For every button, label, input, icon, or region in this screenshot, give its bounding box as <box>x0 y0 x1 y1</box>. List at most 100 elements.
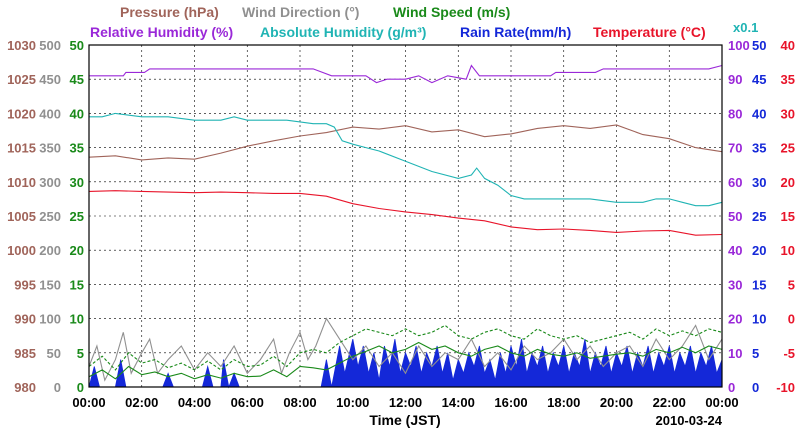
tick-wind-direction: 50 <box>47 346 61 361</box>
chart-date: 2010-03-24 <box>656 413 723 428</box>
legend-pressure: Pressure (hPa) <box>120 4 219 20</box>
tick-rain-rate: 45 <box>752 72 766 87</box>
tick-humidity: 40 <box>728 243 742 258</box>
tick-rain-rate: 40 <box>752 106 766 121</box>
tick-temperature: 20 <box>781 175 795 190</box>
tick-wind-direction: 450 <box>39 72 61 87</box>
legend-rain-rate: Rain Rate(mm/h) <box>460 24 571 40</box>
series-wind-speed-gust <box>88 324 723 371</box>
x-tick: 04:00 <box>178 395 211 410</box>
tick-wind-speed: 10 <box>70 312 84 327</box>
tick-wind-speed: 45 <box>70 72 84 87</box>
tick-humidity: 20 <box>728 312 742 327</box>
x-tick: 00:00 <box>705 395 738 410</box>
series-layer <box>88 64 723 389</box>
x-tick: 16:00 <box>494 395 527 410</box>
series-wind-speed <box>88 341 723 380</box>
tick-pressure: 1015 <box>7 141 36 156</box>
tick-humidity: 50 <box>728 209 742 224</box>
tick-temperature: 40 <box>781 38 795 53</box>
tick-pressure: 990 <box>14 312 36 327</box>
grid <box>89 45 722 387</box>
tick-wind-speed: 25 <box>70 209 84 224</box>
tick-rain-rate: 0 <box>752 380 759 395</box>
x-axis-title: Time (JST) <box>369 412 440 428</box>
series-rain-rate <box>88 339 723 389</box>
x-tick: 18:00 <box>547 395 580 410</box>
x-tick: 08:00 <box>283 395 316 410</box>
tick-wind-direction: 300 <box>39 175 61 190</box>
tick-wind-speed: 15 <box>70 277 84 292</box>
tick-wind-speed: 5 <box>77 346 84 361</box>
legend-temperature: Temperature (°C) <box>593 24 706 40</box>
tick-pressure: 995 <box>14 277 36 292</box>
x-tick: 22:00 <box>653 395 686 410</box>
legend-absolute-humidity: Absolute Humidity (g/m³) <box>260 24 426 40</box>
x-tick: 10:00 <box>336 395 369 410</box>
x-tick: 14:00 <box>442 395 475 410</box>
tick-pressure: 1010 <box>7 175 36 190</box>
tick-humidity: 100 <box>728 38 750 53</box>
series-wind-direction <box>88 317 723 382</box>
tick-wind-direction: 100 <box>39 312 61 327</box>
tick-pressure: 1000 <box>7 243 36 258</box>
tick-temperature: 15 <box>781 209 795 224</box>
x-tick: 00:00 <box>72 395 105 410</box>
tick-humidity: 70 <box>728 141 742 156</box>
tick-rain-rate: 50 <box>752 38 766 53</box>
tick-wind-speed: 0 <box>77 380 84 395</box>
legend-abs-humidity-scale: x0.1 <box>733 20 758 35</box>
tick-wind-speed: 20 <box>70 243 84 258</box>
x-tick: 12:00 <box>389 395 422 410</box>
tick-humidity: 30 <box>728 277 742 292</box>
series-temperature <box>88 190 723 236</box>
tick-rain-rate: 15 <box>752 277 766 292</box>
x-tick: 02:00 <box>125 395 158 410</box>
tick-rain-rate: 35 <box>752 141 766 156</box>
legend-wind-speed: Wind Speed (m/s) <box>393 4 510 20</box>
plot-frame <box>88 44 723 388</box>
tick-temperature: 5 <box>788 277 795 292</box>
tick-humidity: 0 <box>728 380 735 395</box>
tick-temperature: -5 <box>783 346 795 361</box>
tick-temperature: 35 <box>781 72 795 87</box>
series-absolute-humidity-x0-1 <box>89 112 723 207</box>
tick-humidity: 10 <box>728 346 742 361</box>
tick-pressure: 980 <box>14 380 36 395</box>
tick-wind-speed: 50 <box>70 38 84 53</box>
tick-rain-rate: 10 <box>752 312 766 327</box>
tick-rain-rate: 30 <box>752 175 766 190</box>
tick-wind-direction: 250 <box>39 209 61 224</box>
tick-temperature: -10 <box>776 380 795 395</box>
legend-relative-humidity: Relative Humidity (%) <box>90 24 233 40</box>
tick-pressure: 985 <box>14 346 36 361</box>
series-relative-humidity <box>89 64 723 84</box>
tick-pressure: 1020 <box>7 106 36 121</box>
tick-wind-direction: 0 <box>54 380 61 395</box>
tick-temperature: 0 <box>788 312 795 327</box>
tick-pressure: 1030 <box>7 38 36 53</box>
tick-temperature: 25 <box>781 141 795 156</box>
tick-rain-rate: 5 <box>752 346 759 361</box>
tick-wind-speed: 35 <box>70 141 84 156</box>
tick-temperature: 10 <box>781 243 795 258</box>
tick-humidity: 80 <box>728 106 742 121</box>
series-pressure <box>88 124 723 161</box>
tick-pressure: 1025 <box>7 72 36 87</box>
tick-temperature: 30 <box>781 106 795 121</box>
tick-wind-direction: 500 <box>39 38 61 53</box>
tick-wind-direction: 400 <box>39 106 61 121</box>
tick-rain-rate: 20 <box>752 243 766 258</box>
legend-wind-direction: Wind Direction (°) <box>242 4 359 20</box>
tick-pressure: 1005 <box>7 209 36 224</box>
tick-rain-rate: 25 <box>752 209 766 224</box>
x-tick: 06:00 <box>231 395 264 410</box>
tick-wind-direction: 350 <box>39 141 61 156</box>
x-tick: 20:00 <box>600 395 633 410</box>
tick-humidity: 60 <box>728 175 742 190</box>
tick-wind-speed: 30 <box>70 175 84 190</box>
tick-wind-direction: 150 <box>39 277 61 292</box>
tick-wind-direction: 200 <box>39 243 61 258</box>
tick-wind-speed: 40 <box>70 106 84 121</box>
